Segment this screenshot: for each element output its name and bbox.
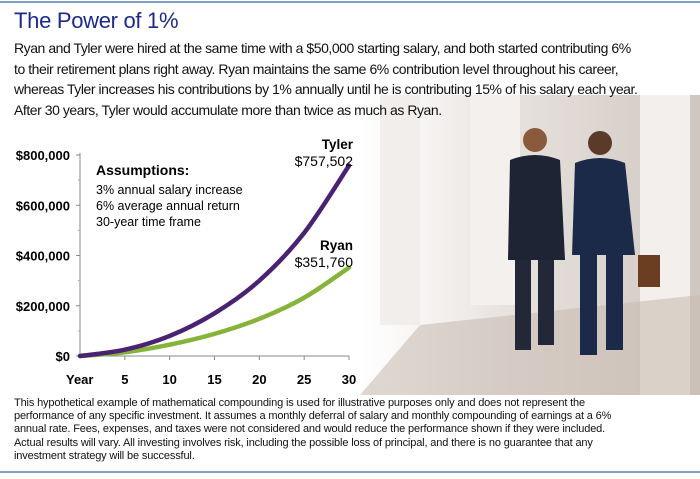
tyler-series-name: Tyler <box>322 137 354 152</box>
growth-chart: $0 $200,000 $400,000 $600,000 $800,000 5 10 15… <box>16 137 356 387</box>
x-tick-label: 20 <box>252 372 266 387</box>
assumption-item: 6% average annual return <box>96 199 240 213</box>
ryan-end-label: $351,760 <box>295 254 354 270</box>
x-tick-label: 10 <box>162 372 176 387</box>
intro-line: whereas Tyler increases his contribution… <box>14 81 638 97</box>
page-title: The Power of 1% <box>14 8 179 33</box>
assumptions-heading: Assumptions: <box>96 162 189 178</box>
intro-text: Ryan and Tyler were hired at the same ti… <box>14 38 638 120</box>
disclaimer-line: Actual results will vary. All investing … <box>14 436 593 449</box>
y-tick-label: $0 <box>56 349 70 364</box>
assumption-item: 3% annual salary increase <box>96 183 243 197</box>
x-tick-label: 15 <box>207 372 221 387</box>
businessmen-photo <box>360 95 700 395</box>
x-tick-label: 5 <box>121 372 128 387</box>
ryan-series-line <box>77 265 352 359</box>
disclaimer: This hypothetical example of mathematica… <box>14 397 611 463</box>
x-axis-label: Year <box>66 372 93 387</box>
intro-line: Ryan and Tyler were hired at the same ti… <box>14 40 631 56</box>
y-tick-label: $200,000 <box>16 299 70 314</box>
photo-illustration <box>360 95 700 395</box>
disclaimer-line: annual rate. Fees, expenses, and taxes w… <box>14 423 606 436</box>
y-tick-label: $800,000 <box>16 148 70 163</box>
y-tick-label: $400,000 <box>16 249 70 264</box>
person-left <box>508 128 565 350</box>
x-tick-label: 30 <box>342 372 356 387</box>
intro-line: After 30 years, Tyler would accumulate m… <box>14 101 442 118</box>
x-tick-label: 25 <box>297 372 311 387</box>
tyler-series-line <box>77 163 352 359</box>
disclaimer-line: performance of any specific investment. … <box>14 410 612 423</box>
disclaimer-line: investment strategy will be successful. <box>14 449 195 462</box>
ryan-series-name: Ryan <box>320 238 353 253</box>
bottom-rule <box>0 471 700 473</box>
intro-line: to their retirement plans right away. Ry… <box>14 60 619 77</box>
y-tick-label: $600,000 <box>16 198 70 213</box>
disclaimer-line: This hypothetical example of mathematica… <box>14 397 585 409</box>
assumption-item: 30-year time frame <box>96 215 201 229</box>
tyler-end-label: $757,502 <box>295 153 354 169</box>
top-rule <box>0 1 700 3</box>
person-right <box>572 131 660 355</box>
